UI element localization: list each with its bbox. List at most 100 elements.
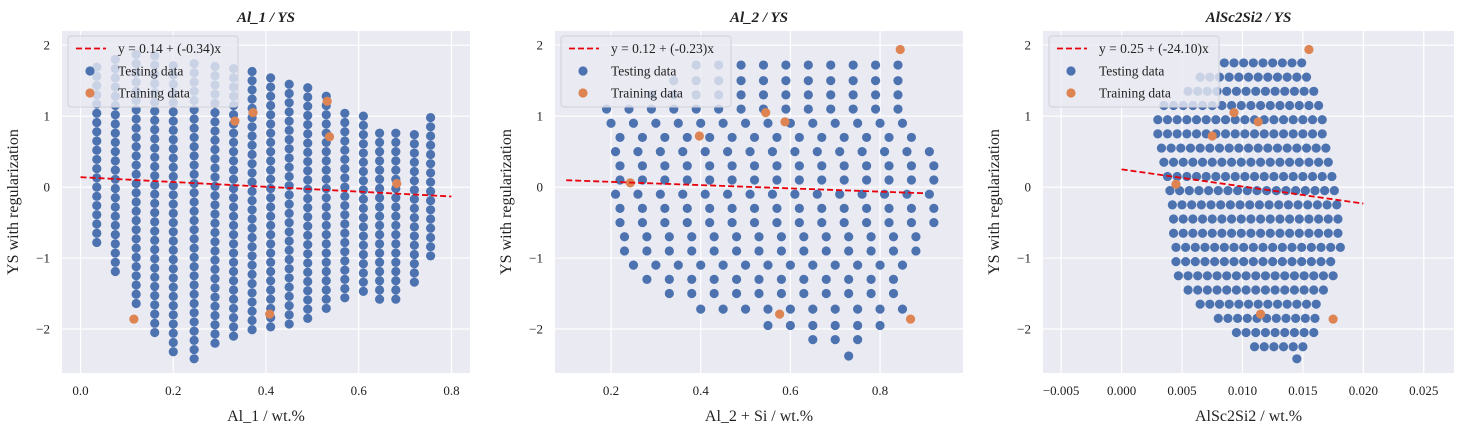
testing-point [1310, 313, 1320, 323]
testing-point [1306, 257, 1316, 267]
testing-point [92, 154, 102, 165]
testing-point [284, 107, 294, 117]
testing-point [1246, 157, 1256, 167]
testing-point [794, 217, 804, 228]
testing-point [110, 156, 120, 166]
testing-point [673, 260, 683, 270]
testing-point [1217, 157, 1227, 167]
testing-point [321, 220, 331, 231]
testing-point [772, 132, 782, 143]
testing-point [803, 60, 813, 70]
testing-point [844, 351, 854, 361]
testing-point [1230, 171, 1240, 182]
testing-point [1195, 143, 1205, 153]
testing-point [228, 220, 239, 231]
testing-point [906, 175, 917, 185]
testing-point [1285, 157, 1295, 167]
testing-point [862, 217, 872, 228]
x-axis-label: AlSc2Si2 / wt.% [1195, 408, 1302, 425]
testing-point [821, 246, 831, 256]
testing-point [862, 132, 872, 143]
testing-point [266, 230, 276, 240]
testing-point [687, 246, 697, 256]
testing-point [110, 193, 120, 203]
testing-point [340, 228, 350, 238]
testing-point [1287, 58, 1297, 68]
testing-point [284, 310, 294, 320]
testing-point [1251, 86, 1261, 96]
testing-point [228, 322, 239, 332]
testing-point [92, 191, 102, 201]
testing-point [247, 94, 257, 104]
testing-point [1309, 285, 1319, 295]
testing-point [1297, 58, 1307, 68]
training-point [129, 314, 139, 324]
testing-point [321, 147, 331, 157]
testing-point [1307, 129, 1318, 139]
y-tick-label: −2 [1017, 322, 1031, 337]
testing-point [266, 193, 276, 203]
testing-point [1236, 228, 1246, 238]
testing-point [1243, 72, 1254, 82]
testing-point [1264, 200, 1274, 210]
testing-point [266, 128, 276, 138]
testing-point [110, 137, 120, 147]
testing-point [1224, 299, 1234, 309]
testing-point [92, 219, 102, 229]
testing-point [374, 285, 385, 295]
testing-point [1200, 257, 1210, 267]
testing-point [210, 255, 220, 265]
testing-point [1214, 143, 1225, 153]
testing-point [870, 90, 881, 100]
testing-point [131, 298, 141, 309]
testing-point [131, 234, 141, 244]
testing-point [1239, 257, 1249, 267]
testing-point [830, 260, 840, 270]
testing-point [340, 117, 350, 128]
legend-testing-marker [85, 66, 95, 76]
legend-training-label: Training data [1099, 86, 1171, 101]
testing-point [228, 313, 239, 323]
testing-point [1255, 228, 1266, 238]
testing-point [906, 132, 917, 143]
testing-point [615, 161, 625, 171]
testing-point [1222, 86, 1232, 96]
y-tick-label: −2 [529, 322, 543, 337]
testing-point [1255, 100, 1266, 111]
testing-point [92, 210, 102, 220]
testing-point [1270, 86, 1280, 96]
testing-point [131, 123, 141, 133]
testing-point [687, 274, 697, 284]
testing-point [168, 328, 178, 338]
testing-point [247, 140, 257, 150]
testing-point [749, 217, 760, 228]
testing-point [425, 112, 436, 123]
testing-point [1197, 228, 1208, 238]
testing-point [284, 319, 294, 329]
testing-point [830, 335, 840, 345]
testing-point [911, 246, 921, 256]
testing-point [1188, 228, 1198, 238]
testing-point [1288, 115, 1298, 125]
testing-point [374, 174, 385, 184]
testing-point [168, 245, 178, 255]
testing-point [228, 202, 239, 212]
testing-point [1185, 143, 1196, 153]
testing-point [736, 60, 746, 70]
testing-point [826, 104, 836, 114]
testing-point [228, 230, 239, 240]
testing-point [1304, 100, 1314, 111]
testing-point [1278, 115, 1289, 125]
testing-point [425, 242, 436, 252]
testing-point [321, 294, 331, 304]
testing-point [1239, 242, 1249, 253]
testing-point [1288, 171, 1298, 182]
testing-point [391, 220, 401, 231]
testing-point [862, 175, 872, 185]
testing-point [785, 260, 795, 270]
testing-point [266, 137, 276, 147]
training-point [1207, 131, 1217, 141]
testing-point [1222, 271, 1232, 281]
testing-point [189, 326, 199, 336]
testing-point [817, 175, 827, 185]
